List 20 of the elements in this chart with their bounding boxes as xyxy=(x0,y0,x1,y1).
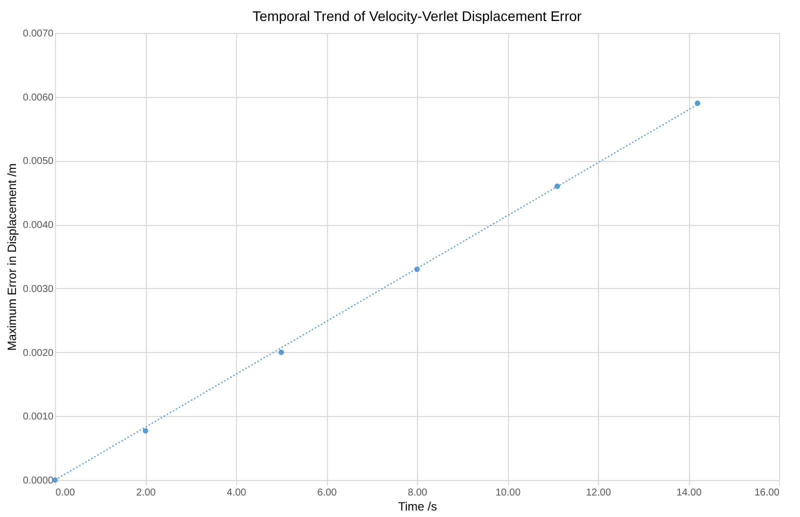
x-tick-label: 6.00 xyxy=(317,488,338,498)
y-tick-label: 0.0000 xyxy=(22,476,54,486)
x-tick-label: 16.00 xyxy=(754,488,780,498)
y-tick-label: 0.0050 xyxy=(22,156,54,168)
x-tick-label: 0.00 xyxy=(56,488,76,498)
chart-title: Temporal Trend of Velocity-Verlet Displacement Error xyxy=(252,8,582,24)
x-axis-title: Time /s xyxy=(398,500,437,514)
x-tick-label: 2.00 xyxy=(136,488,156,498)
x-tick-label: 10.00 xyxy=(495,488,521,498)
y-tick-label: 0.0040 xyxy=(22,220,54,232)
y-axis-title: Maximum Error in Displacement /m xyxy=(4,163,19,351)
y-tick-label: 0.0020 xyxy=(22,348,54,359)
y-tick-label: 0.0010 xyxy=(22,412,54,423)
x-tick-label: 14.00 xyxy=(676,488,702,498)
y-tick-label: 0.0070 xyxy=(22,28,54,40)
x-tick-label: 8.00 xyxy=(408,488,428,498)
x-tick-label: 12.00 xyxy=(586,488,612,498)
x-tick-label: 4.00 xyxy=(226,488,247,498)
y-tick-label: 0.0030 xyxy=(22,284,54,295)
y-tick-label: 0.0060 xyxy=(22,92,54,104)
